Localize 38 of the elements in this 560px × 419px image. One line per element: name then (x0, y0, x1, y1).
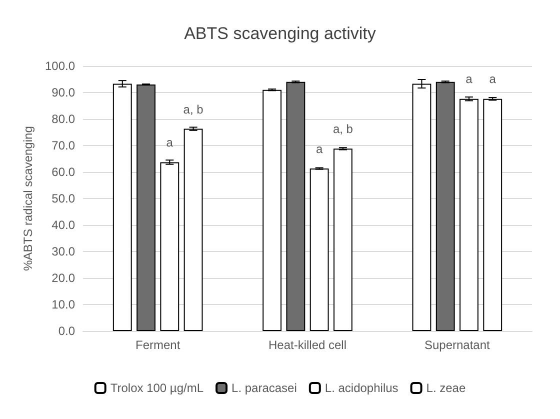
legend-label: L. acidophilus (324, 381, 398, 395)
bar (483, 98, 502, 331)
y-axis-title: %ABTS radical scavenging (21, 126, 36, 271)
y-tick-label: 20.0 (52, 271, 76, 285)
legend-label: Trolox 100 µg/mL (110, 381, 204, 395)
annotation: a (489, 72, 496, 86)
annotation: a (316, 142, 323, 156)
y-tick-label: 80.0 (52, 112, 76, 126)
annotation: a (466, 72, 473, 86)
y-tick-label: 90.0 (52, 86, 76, 100)
x-tick-label: Supernatant (424, 338, 491, 352)
chart-title: ABTS scavenging activity (184, 24, 376, 43)
bar (460, 98, 478, 331)
bar (262, 90, 282, 331)
annotation: a, b (183, 102, 204, 116)
bar (310, 168, 329, 331)
annotation: a (166, 135, 174, 150)
y-tick-label: 60.0 (52, 165, 76, 179)
y-tick-label: 0.0 (58, 324, 76, 338)
y-tick-label: 40.0 (52, 218, 76, 232)
y-tick-label: 10.0 (52, 298, 76, 312)
bar (160, 162, 180, 331)
y-tick-label: 100.0 (44, 59, 76, 73)
bar (286, 82, 306, 331)
y-tick-label: 30.0 (52, 244, 76, 258)
bar (436, 82, 455, 331)
bar (184, 128, 203, 331)
annotation: a, b (332, 122, 354, 136)
y-tick-label: 70.0 (52, 138, 76, 152)
bar (333, 148, 352, 331)
bar (112, 84, 132, 331)
y-tick-label: 50.0 (52, 192, 76, 206)
legend-label: L. paracasei (232, 381, 297, 395)
bar (412, 84, 432, 331)
bar (136, 84, 156, 331)
x-tick-label: Heat-killed cell (268, 338, 347, 352)
x-tick-label: Ferment (135, 338, 181, 352)
legend-label: L. zeae (426, 381, 466, 395)
